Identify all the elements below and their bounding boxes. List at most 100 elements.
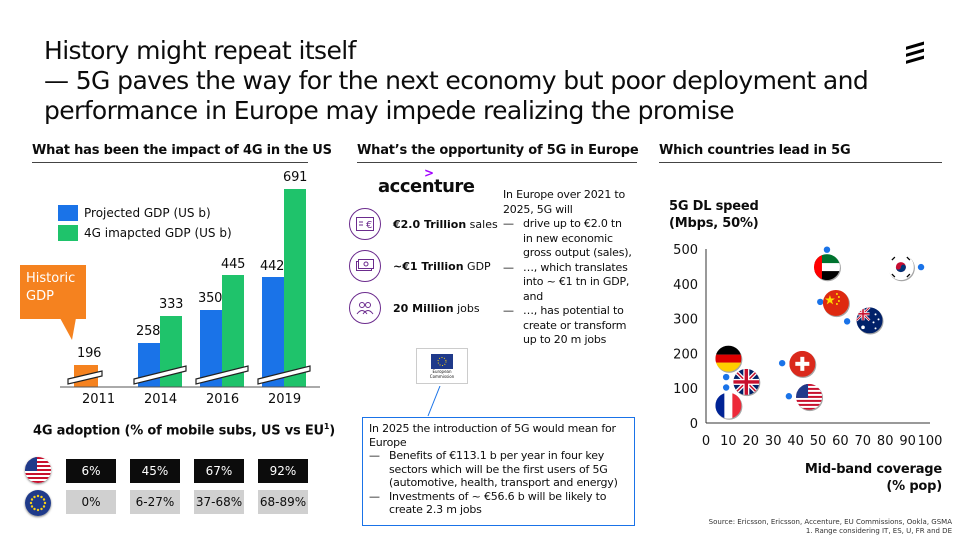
year-label: 2014 <box>144 392 178 407</box>
x-tick-label: 20 <box>743 434 760 449</box>
callout-pointer <box>60 318 76 340</box>
x-tick-label: 60 <box>832 434 849 449</box>
adoption-cell: 6-27% <box>130 490 180 514</box>
section-title-countries: Which countries lead in 5G <box>659 143 851 158</box>
us-adoption-row: 6% 45% 67% 92% <box>66 459 308 483</box>
data-point <box>843 318 851 325</box>
x-tick-label: 0 <box>702 434 710 449</box>
eu-commission-logo: European Commission <box>416 348 468 384</box>
adoption-cell: 68-89% <box>258 490 308 514</box>
eu-flag-mini-icon <box>431 353 453 369</box>
euro-doc-icon: € <box>349 208 381 240</box>
flag-china-icon <box>822 289 850 318</box>
data-point <box>823 246 831 253</box>
year-label: 2011 <box>82 392 116 407</box>
page-title: History might repeat itself — 5G paves t… <box>44 36 924 126</box>
y-tick-label: 300 <box>673 313 698 328</box>
year-label: 2016 <box>206 392 240 407</box>
y-tick-label: 400 <box>673 278 698 293</box>
legend-label: Projected GDP (US b) <box>84 206 211 220</box>
europe-intro: In Europe over 2021 to 2025, 5G will <box>503 188 626 216</box>
legend-item-impacted: 4G imapcted GDP (US b) <box>58 225 232 241</box>
eu-commission-label: Commission <box>429 373 455 379</box>
accenture-items: € €2.0 Trillion sales ~€1 Trillion GDP 2… <box>349 208 498 324</box>
svg-text:€: € <box>366 220 372 231</box>
commission-intro: In 2025 the introduction of 5G would mea… <box>369 422 616 449</box>
source-line: Source: Ericsson, Ericsson, Accenture, E… <box>708 518 952 526</box>
people-icon <box>349 292 381 324</box>
bar-label-projected-2019: 442 <box>260 259 285 274</box>
opp-item-gdp: ~€1 Trillion GDP <box>349 250 498 282</box>
section-divider <box>32 162 308 163</box>
source-note: Source: Ericsson, Ericsson, Accenture, E… <box>600 518 952 536</box>
accenture-mark-icon: > <box>424 166 434 180</box>
money-icon <box>349 250 381 282</box>
x-tick-label: 90 <box>899 434 916 449</box>
us-flag-icon <box>25 457 51 483</box>
callout-line: Historic <box>26 271 76 286</box>
section-divider <box>659 162 942 163</box>
legend-label: 4G imapcted GDP (US b) <box>84 226 232 240</box>
axis-break-marks <box>67 365 311 385</box>
y-tick-label: 500 <box>673 243 698 258</box>
ericsson-logo-icon <box>906 41 924 64</box>
adoption-cell: 6% <box>66 459 116 483</box>
adoption-cell: 67% <box>194 459 244 483</box>
bar-projected-2016 <box>200 310 222 387</box>
eu-adoption-row: 0% 6-27% 37-68% 68-89% <box>66 490 308 514</box>
x-tick-label: 30 <box>765 434 782 449</box>
bar-label-impacted-2016: 445 <box>221 257 246 272</box>
bar-label-impacted-2014: 333 <box>159 297 184 312</box>
title-line-2: — 5G paves the way for the next economy … <box>44 66 869 125</box>
adoption-cell: 45% <box>130 459 180 483</box>
bar-impacted-2016 <box>222 275 244 387</box>
accenture-logo: > accenture <box>378 166 475 197</box>
y-tick-label: 0 <box>690 417 698 432</box>
flag-usa-icon <box>796 383 824 412</box>
data-point <box>722 384 730 391</box>
europe-bullet: …, has potential to create or transform … <box>503 304 633 348</box>
x-tick-label: 70 <box>855 434 872 449</box>
source-line: 1. Range considering IT, ES, U, FR and D… <box>805 527 952 535</box>
bar-impacted-2019 <box>284 189 306 387</box>
bar-projected-2019 <box>262 277 284 387</box>
eu-commission-label: European <box>432 368 452 374</box>
x-tick-label: 80 <box>877 434 894 449</box>
flag-australia-icon <box>856 307 884 335</box>
gdp-bar-chart <box>60 189 320 388</box>
commission-box: In 2025 the introduction of 5G would mea… <box>362 417 635 526</box>
flag-germany-icon <box>715 345 743 373</box>
scatter-ylabel: 5G DL speed (Mbps, 50%) <box>669 199 759 231</box>
historic-gdp-callout: Historic GDP <box>20 265 86 319</box>
callout-line: GDP <box>26 289 54 304</box>
flag-uk-icon <box>733 368 761 397</box>
scatter-xlabel: Mid-band coverage (% pop) <box>804 462 942 494</box>
year-label: 2019 <box>268 392 302 407</box>
data-point <box>785 393 793 400</box>
legend-swatch-green <box>58 225 78 241</box>
legend-swatch-blue <box>58 205 78 221</box>
bar-label-impacted-2019: 691 <box>283 170 308 185</box>
eu-flag-icon <box>25 490 51 516</box>
europe-bullet: drive up to €2.0 tn in new economic gros… <box>503 217 633 261</box>
accenture-wordmark: accenture <box>378 176 475 197</box>
x-tick-label: 40 <box>787 434 804 449</box>
bar-label-projected-2014: 258 <box>136 324 161 339</box>
europe-opportunity-text: In Europe over 2021 to 2025, 5G will dri… <box>503 188 633 348</box>
gdp-legend: Projected GDP (US b) 4G imapcted GDP (US… <box>58 205 232 241</box>
data-point <box>778 359 786 367</box>
opp-item-sales: € €2.0 Trillion sales <box>349 208 498 240</box>
section-title-eu-opportunity: What’s the opportunity of 5G in Europe <box>357 143 639 158</box>
section-divider <box>357 162 637 163</box>
europe-bullet: …, which translates into ~ €1 tn in GDP,… <box>503 261 633 305</box>
commission-box-pointer <box>427 386 441 417</box>
opp-item-jobs: 20 Million jobs <box>349 292 498 324</box>
x-tick-label: 100 <box>918 434 943 449</box>
title-line-1: History might repeat itself <box>44 36 356 65</box>
flag-france-icon <box>715 392 743 420</box>
section-title-us-impact: What has been the impact of 4G in the US <box>32 143 332 158</box>
adoption-title: 4G adoption (% of mobile subs, US vs EU1… <box>33 422 336 439</box>
data-point <box>817 298 824 306</box>
x-tick-label: 50 <box>810 434 827 449</box>
